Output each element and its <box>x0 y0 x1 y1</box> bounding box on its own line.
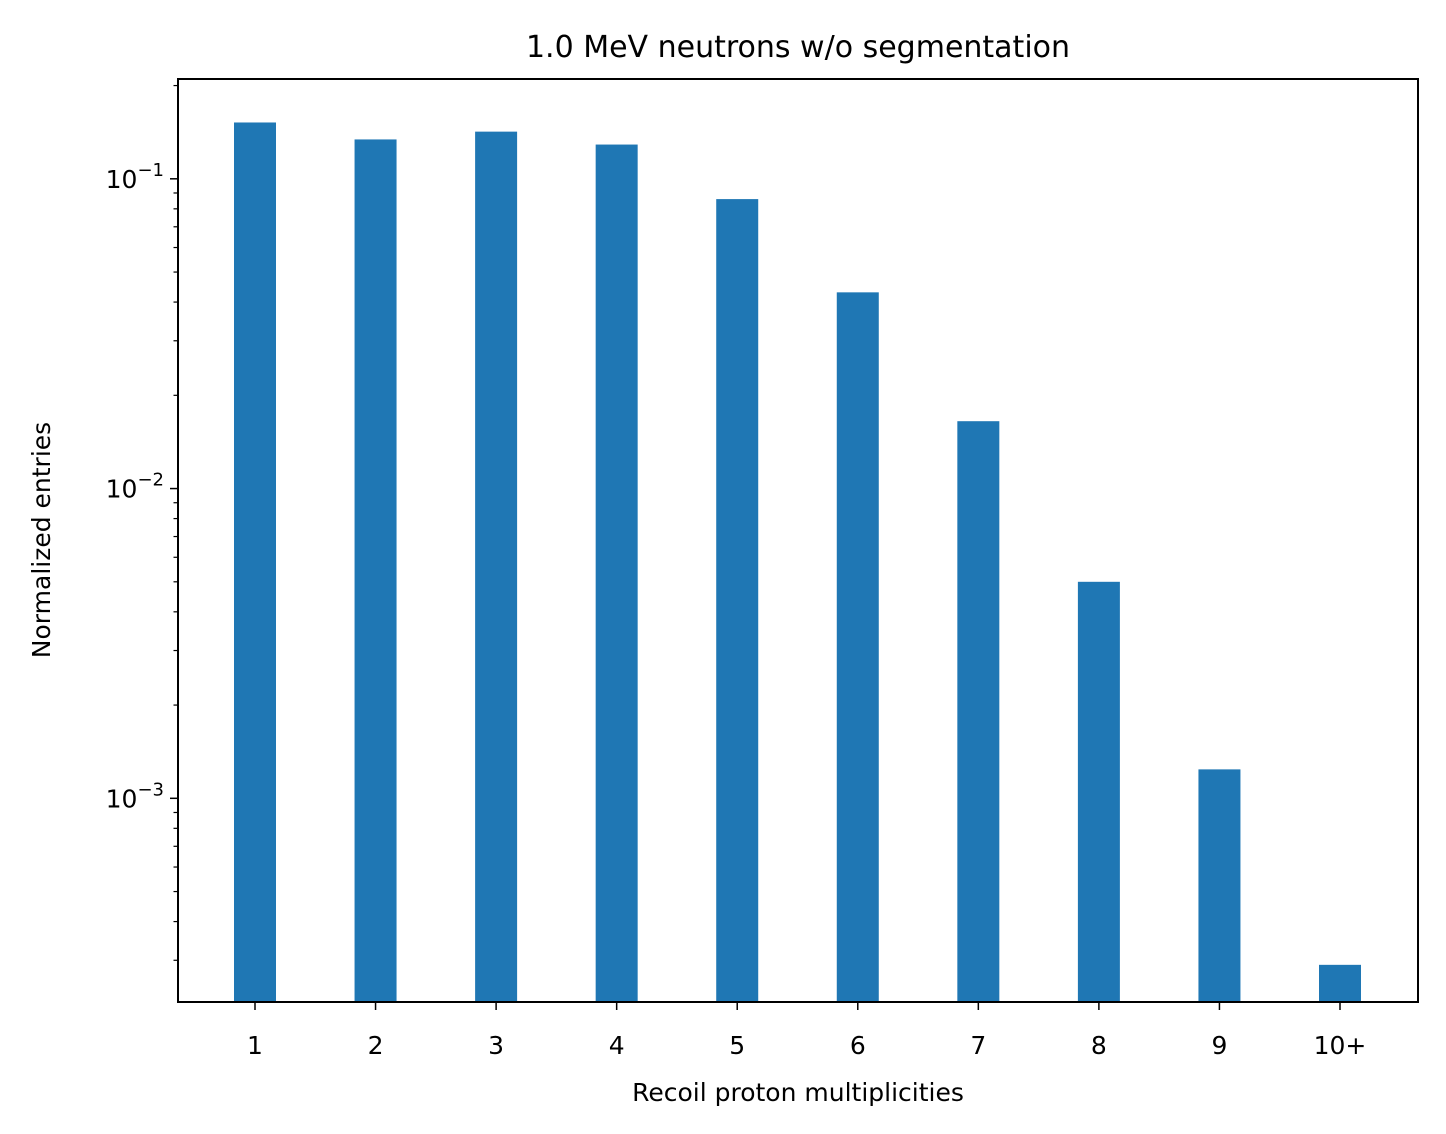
x-tick-label: 6 <box>850 1031 866 1060</box>
y-tick-label: 10−2 <box>106 470 164 504</box>
x-tick-label: 8 <box>1091 1031 1107 1060</box>
y-axis-label: Normalized entries <box>27 422 56 658</box>
x-tick-label: 2 <box>368 1031 384 1060</box>
bar-9 <box>1198 769 1241 1002</box>
bar-7 <box>957 421 1000 1003</box>
y-tick-label: 10−1 <box>106 160 164 194</box>
bar-5 <box>716 199 759 1003</box>
x-tick-label: 9 <box>1211 1031 1227 1060</box>
x-tick-label: 5 <box>729 1031 745 1060</box>
x-tick-label: 10+ <box>1314 1031 1367 1060</box>
x-tick-label: 7 <box>970 1031 986 1060</box>
x-tick-label: 1 <box>247 1031 263 1060</box>
y-axis: 10−1 10−2 10−3 <box>106 84 178 961</box>
y-tick-label: 10−3 <box>106 779 164 813</box>
bar-1 <box>234 122 276 1002</box>
x-axis: 1 2 3 4 5 6 7 8 9 10+ <box>247 1002 1366 1060</box>
x-tick-label: 3 <box>488 1031 504 1060</box>
bar-2 <box>354 139 397 1002</box>
chart-title: 1.0 MeV neutrons w/o segmentation <box>526 30 1070 65</box>
bar-8 <box>1077 581 1120 1002</box>
plot-frame <box>177 78 1419 1003</box>
bars-group <box>234 122 1361 1003</box>
x-tick-label: 4 <box>609 1031 625 1060</box>
bar-10+ <box>1319 964 1361 1002</box>
bar-6 <box>836 292 879 1002</box>
x-axis-label: Recoil proton multiplicities <box>632 1078 964 1107</box>
bar-3 <box>475 131 518 1002</box>
bar-4 <box>595 144 638 1002</box>
